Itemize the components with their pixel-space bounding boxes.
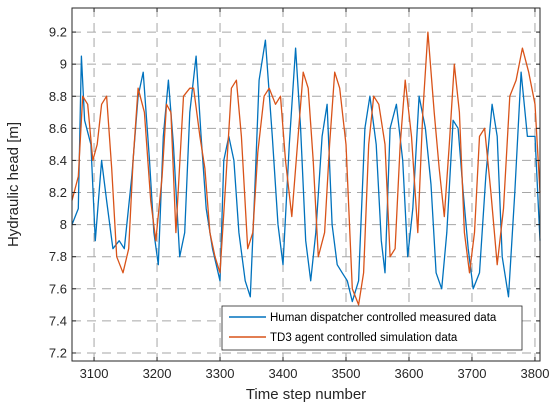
y-tick-label: 8.8 <box>49 89 67 104</box>
x-tick-label: 3300 <box>206 366 235 381</box>
x-tick-label: 3500 <box>332 366 361 381</box>
x-tick-label: 3600 <box>395 366 424 381</box>
x-tick-label: 3800 <box>521 366 550 381</box>
legend-label-human: Human dispatcher controlled measured dat… <box>270 312 497 324</box>
x-tick-label: 3100 <box>80 366 109 381</box>
y-tick-label: 7.8 <box>49 249 67 264</box>
x-axis-label: Time step number <box>246 386 366 403</box>
series-line-human <box>71 39 541 303</box>
legend-box <box>221 305 523 351</box>
y-tick-label: 8 <box>60 217 67 232</box>
x-tick-label: 3200 <box>143 366 172 381</box>
y-tick-label: 8.6 <box>49 121 67 136</box>
x-tick-label: 3400 <box>269 366 298 381</box>
y-tick-label: 7.4 <box>49 313 67 328</box>
y-tick-label: 8.4 <box>49 153 67 168</box>
y-tick-labels: 7.2 7.4 7.6 7.8 8 8.2 8.4 8.6 8.8 9 9.2 <box>49 25 67 361</box>
data-series <box>71 31 541 306</box>
y-tick-label: 9.2 <box>49 25 67 40</box>
legend-label-td3: TD3 agent controlled simulation data <box>270 332 458 344</box>
x-tick-labels: 3100 3200 3300 3400 3500 3600 3700 3800 <box>80 366 550 381</box>
x-tick-label: 3700 <box>458 366 487 381</box>
y-tick-label: 8.2 <box>49 185 67 200</box>
series-line-td3 <box>71 31 541 306</box>
y-axis-label: Hydraulic head [m] <box>5 122 22 247</box>
y-tick-label: 7.2 <box>49 345 67 360</box>
plot-frame <box>71 7 541 362</box>
y-tick-label: 7.6 <box>49 281 67 296</box>
axis-ticks <box>72 8 540 361</box>
legend: Human dispatcher controlled measured dat… <box>221 305 523 351</box>
y-tick-label: 9 <box>60 57 67 72</box>
